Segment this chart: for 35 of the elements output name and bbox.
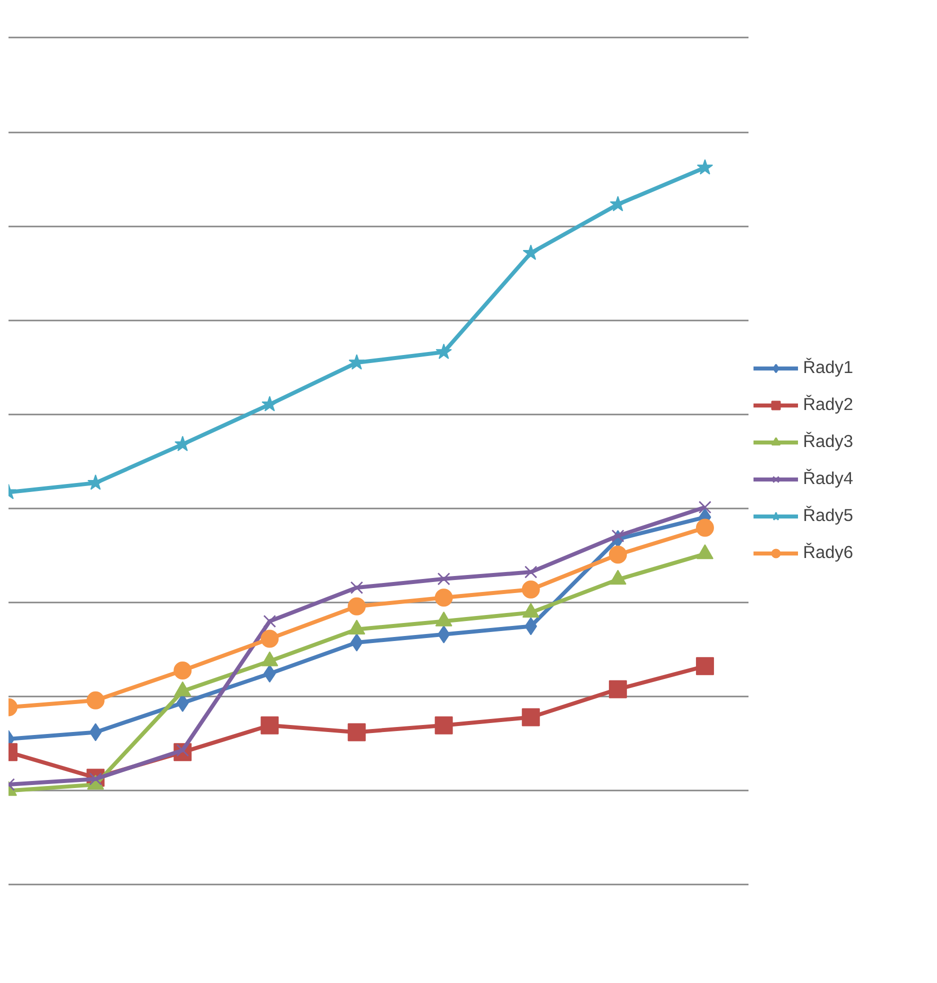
point bbox=[86, 691, 105, 710]
point bbox=[612, 530, 624, 542]
point bbox=[260, 716, 279, 734]
point bbox=[87, 474, 104, 490]
point bbox=[348, 354, 365, 370]
point bbox=[696, 518, 714, 537]
point bbox=[174, 436, 191, 452]
point bbox=[260, 630, 279, 648]
point bbox=[350, 581, 364, 594]
point bbox=[434, 716, 453, 734]
point bbox=[608, 546, 627, 564]
point bbox=[608, 680, 627, 698]
point bbox=[522, 244, 539, 260]
point bbox=[698, 500, 712, 514]
point bbox=[522, 580, 540, 598]
point bbox=[89, 723, 102, 742]
point bbox=[434, 588, 453, 607]
point bbox=[522, 708, 540, 726]
point bbox=[524, 617, 538, 636]
point bbox=[262, 396, 278, 412]
point bbox=[696, 657, 714, 676]
point bbox=[696, 159, 714, 175]
legend-label: Řady3 bbox=[803, 431, 854, 452]
point bbox=[436, 344, 452, 360]
legend-label: Řady4 bbox=[803, 468, 854, 489]
legend-label: Řady1 bbox=[803, 357, 854, 378]
point bbox=[348, 597, 366, 616]
legend-label: Řady2 bbox=[803, 394, 854, 415]
legend-label: Řady5 bbox=[803, 505, 854, 526]
point bbox=[348, 723, 366, 742]
point bbox=[437, 572, 450, 586]
point bbox=[524, 566, 538, 578]
point bbox=[263, 614, 276, 628]
legend-label: Řady6 bbox=[803, 542, 854, 563]
point bbox=[174, 662, 192, 680]
